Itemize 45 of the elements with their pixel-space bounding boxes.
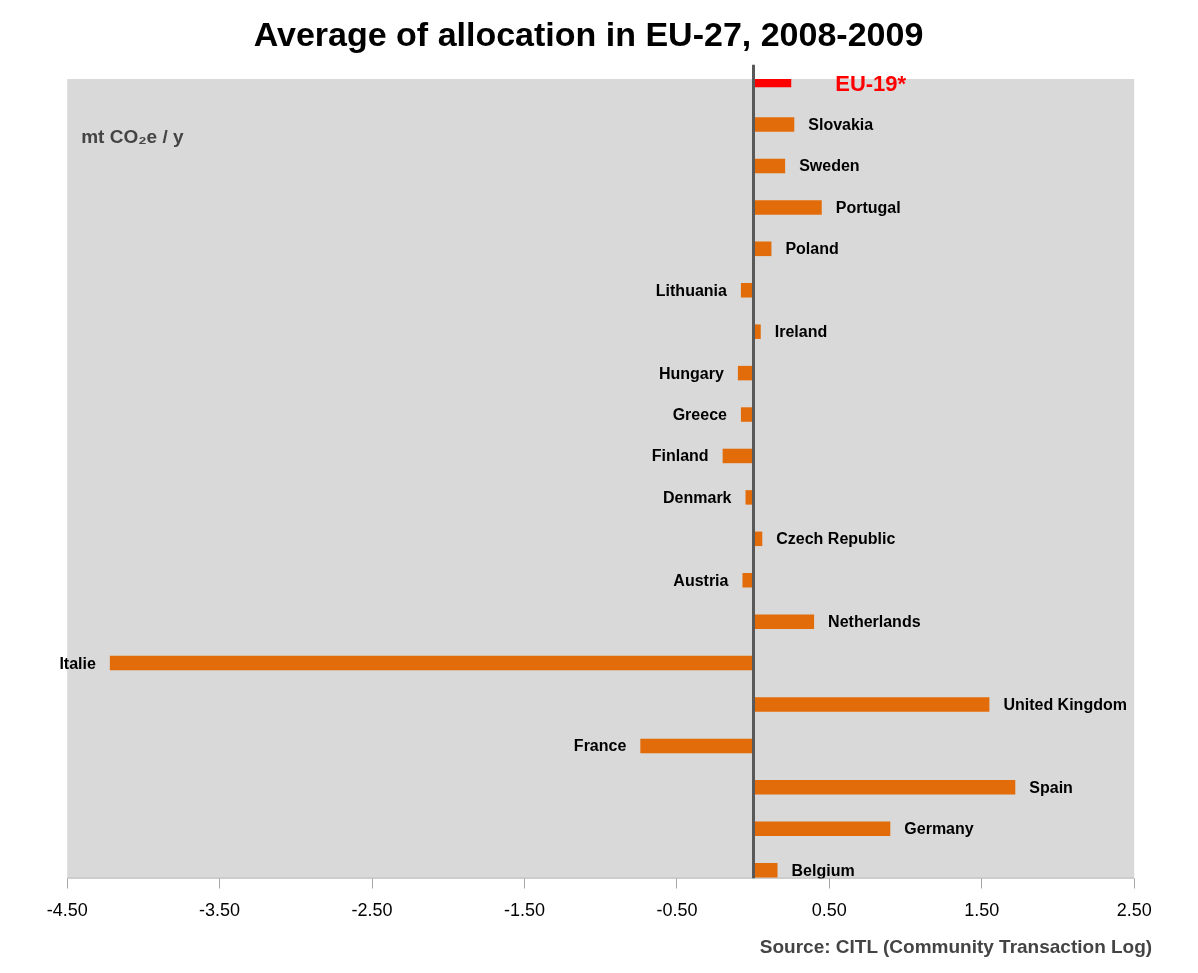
y-tick-label: Slovakia [808, 116, 874, 134]
bar [753, 158, 786, 174]
y-tick-label: Spain [1029, 778, 1073, 796]
y-tick-label: United Kingdom [1003, 696, 1127, 714]
y-tick-label: Italie [59, 654, 96, 672]
bar [109, 655, 754, 671]
y-tick-label: Sweden [799, 157, 860, 175]
source-note: Source: CITL (Community Transaction Log) [759, 935, 1153, 957]
y-tick-label: Poland [785, 240, 839, 258]
x-tick-label: -2.50 [351, 899, 393, 920]
y-tick-label: Belgium [791, 861, 855, 879]
bar [740, 283, 754, 298]
y-tick-label: Denmark [663, 488, 732, 506]
x-tick-label: -0.50 [656, 899, 698, 920]
y-tick-label: Lithuania [655, 281, 728, 299]
x-tick-label: -1.50 [503, 899, 545, 920]
chart-title: Average of allocation in EU-27, 2008-2009 [253, 14, 924, 53]
bar [640, 738, 754, 754]
x-tick-label: 2.50 [1116, 899, 1152, 920]
bar [753, 200, 822, 215]
x-tick-label: 1.50 [964, 899, 1000, 920]
y-tick-label: Netherlands [828, 613, 921, 631]
y-tick-label: Portugal [835, 198, 901, 216]
y-tick-label: Greece [672, 406, 728, 424]
x-tick-label: -4.50 [46, 899, 88, 920]
y-tick-label: EU-19* [835, 70, 907, 96]
y-tick-label: France [573, 737, 627, 755]
bar [753, 780, 1016, 795]
bar [753, 117, 795, 132]
x-tick-label: -3.50 [199, 899, 241, 920]
x-tick-label: 0.50 [811, 899, 847, 920]
bar [753, 821, 891, 837]
bar [753, 614, 815, 629]
y-axis-title: mt CO₂e / y [81, 126, 185, 148]
bar [742, 572, 754, 588]
y-tick-label: Hungary [658, 364, 724, 382]
bar [753, 862, 778, 878]
bar [753, 697, 990, 712]
y-tick-label: Czech Republic [776, 530, 896, 548]
bar [722, 448, 754, 464]
y-tick-label: Austria [673, 571, 729, 589]
bar [740, 407, 754, 422]
y-tick-label: Ireland [774, 323, 828, 341]
y-tick-label: Finland [651, 447, 709, 465]
y-tick-label: Germany [904, 820, 974, 838]
